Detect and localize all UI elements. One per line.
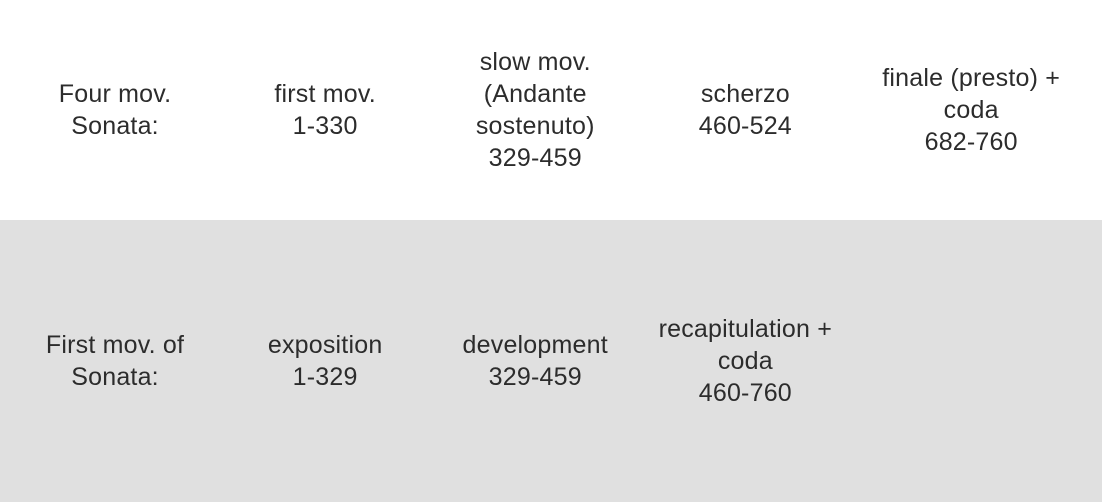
four-mov-label: Four mov. Sonata: (10, 78, 220, 142)
first-mov-exposition: exposition 1-329 (220, 329, 430, 393)
four-mov-finale: finale (presto) + coda 682-760 (850, 62, 1092, 158)
four-movement-row: Four mov. Sonata:first mov. 1-330slow mo… (0, 0, 1102, 220)
first-mov-development: development 329-459 (430, 329, 640, 393)
four-mov-scherzo: scherzo 460-524 (640, 78, 850, 142)
four-mov-first: first mov. 1-330 (220, 78, 430, 142)
four-mov-slow: slow mov. (Andante sostenuto) 329-459 (430, 46, 640, 174)
first-mov-label: First mov. of Sonata: (10, 329, 220, 393)
sonata-structure-table: Four mov. Sonata:first mov. 1-330slow mo… (0, 0, 1102, 502)
first-movement-row: First mov. of Sonata:exposition 1-329dev… (0, 220, 1102, 502)
first-mov-recap: recapitulation + coda 460-760 (640, 313, 850, 409)
